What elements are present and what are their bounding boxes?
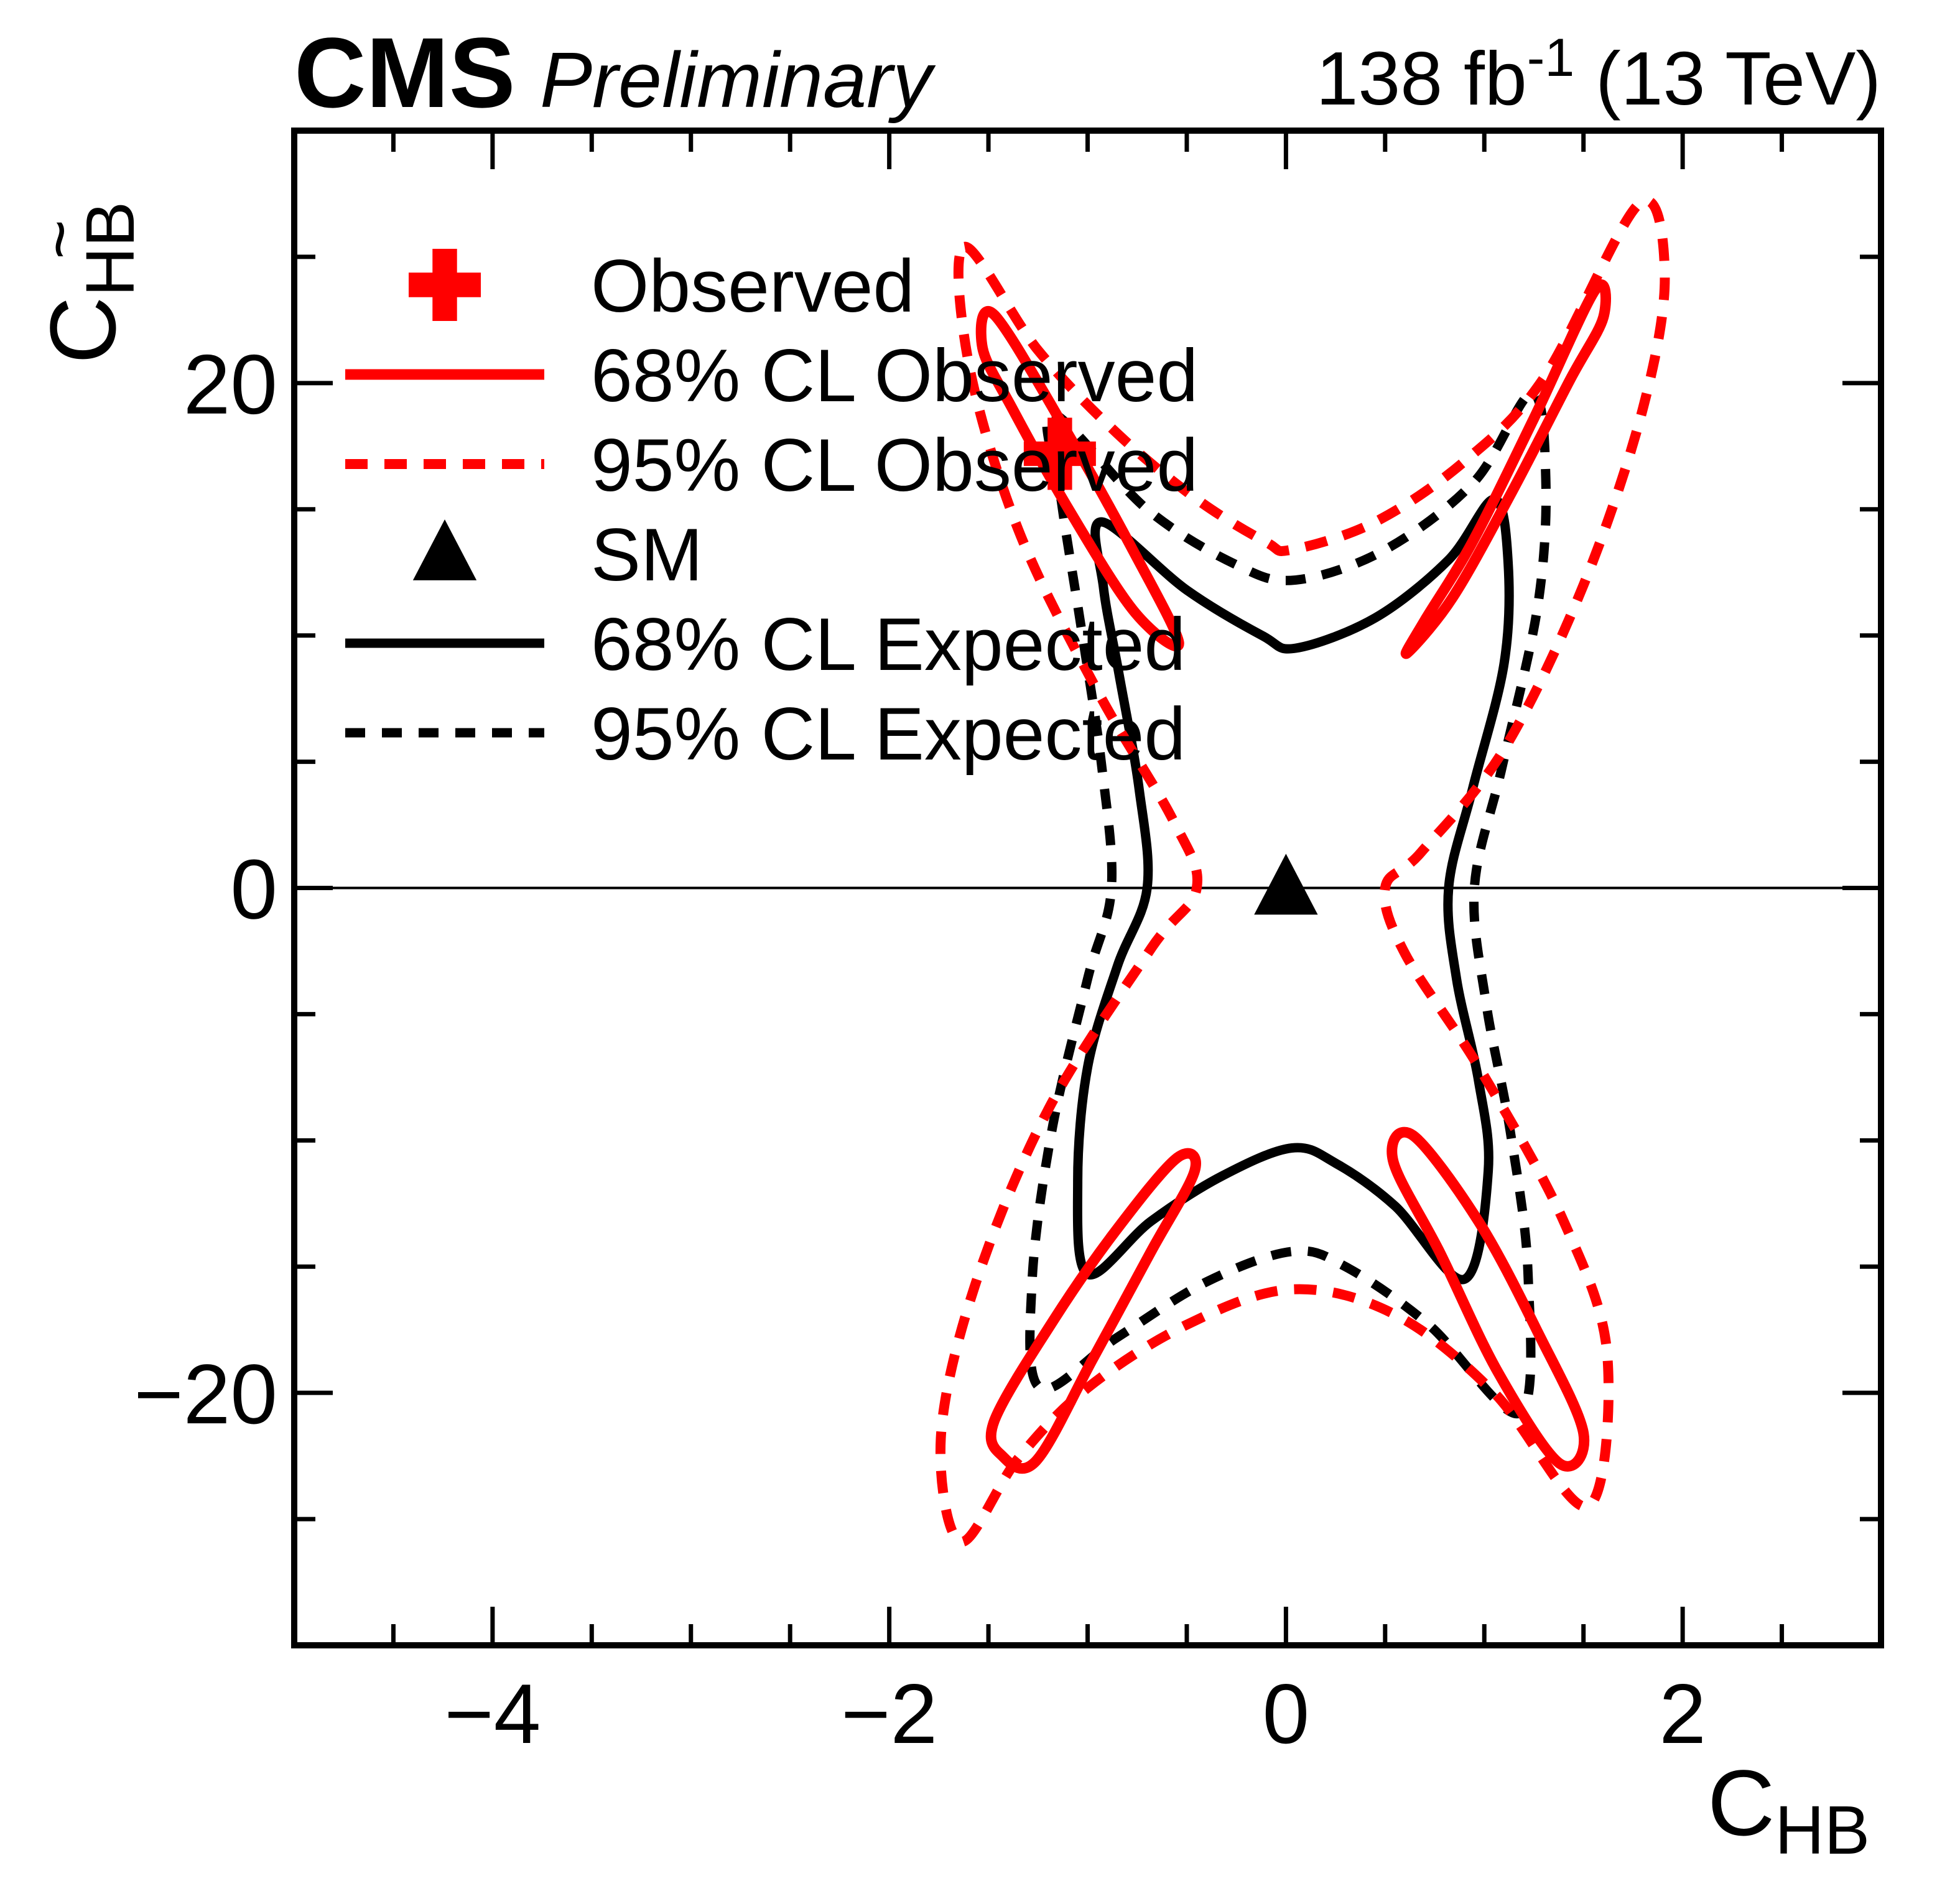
contour-95-cl-expected (1025, 388, 1551, 1419)
x-tick-label: −4 (444, 1666, 541, 1761)
x-tick-label: 2 (1659, 1666, 1706, 1761)
x-tick-label: −2 (841, 1666, 937, 1761)
contour-68-cl-observed (1386, 1127, 1590, 1472)
sm-point-marker (1254, 853, 1318, 915)
contour-68-cl-observed (1400, 279, 1611, 659)
legend-item-label: 95% CL Observed (591, 424, 1198, 507)
experiment-label: CMS (294, 17, 516, 128)
legend-triangle-icon (412, 519, 477, 580)
legend-item: 95% CL Expected (345, 692, 1186, 776)
legend-item: 68% CL Expected (345, 603, 1186, 686)
legend-item: 68% CL Observed (345, 334, 1198, 417)
legend-cross-icon (409, 249, 481, 321)
observed-best-fit-marker (1023, 417, 1096, 490)
y-tick-label: −20 (134, 1347, 277, 1441)
contour-curves (935, 195, 1670, 1547)
legend-item: SM (412, 513, 703, 597)
contour-68-cl-observed (985, 1148, 1201, 1474)
status-label: Preliminary (540, 36, 936, 124)
y-tick-label: 0 (230, 842, 277, 936)
legend-item: Observed (409, 244, 914, 328)
legend-item: 95% CL Observed (345, 424, 1198, 507)
luminosity-label: 138 fb-1 (13 TeV) (1316, 28, 1881, 121)
x-axis-title: CHB (1707, 1750, 1870, 1869)
contour-95-cl-observed (935, 195, 1670, 1547)
legend-item-label: Observed (591, 244, 914, 328)
point-markers (1023, 417, 1318, 915)
svg-text:CHB: CHB (30, 202, 149, 364)
contour-68-cl-expected (1072, 495, 1514, 1285)
header: CMS Preliminary 138 fb-1 (13 TeV) (294, 17, 1881, 128)
y-axis-title: CHB ~ (21, 202, 149, 364)
y-tick-label: 20 (183, 337, 277, 432)
legend-item-label: 68% CL Expected (591, 603, 1186, 686)
legend-item-label: SM (591, 513, 703, 597)
legend-item-label: 68% CL Observed (591, 334, 1198, 417)
y-axis-tilde: ~ (21, 220, 98, 259)
plot-frame (291, 128, 1884, 1648)
axis-ticks (294, 131, 1881, 1645)
x-tick-label: 0 (1263, 1666, 1310, 1761)
legend-item-label: 95% CL Expected (591, 692, 1186, 776)
